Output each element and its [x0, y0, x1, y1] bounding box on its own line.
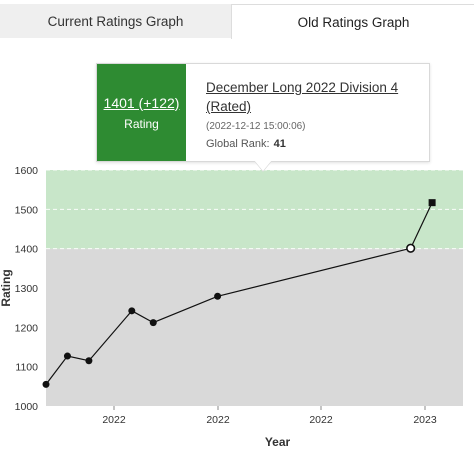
tooltip-rating-value[interactable]: 1401 (+122): [103, 94, 180, 111]
tab-current-ratings-graph[interactable]: Current Ratings Graph: [0, 4, 231, 38]
data-point-current: [428, 199, 436, 207]
rating-band-0: [46, 248, 463, 406]
y-tick-label: 1400: [15, 244, 39, 256]
contest-timestamp: (2022-12-12 15:00:06): [206, 121, 306, 132]
x-tick-label: 2022: [309, 414, 333, 426]
rating-band-1: [46, 170, 463, 249]
global-rank: Global Rank: 41: [206, 138, 406, 150]
y-tick-label: 1300: [15, 283, 39, 295]
data-point: [85, 357, 93, 365]
data-point: [149, 319, 157, 327]
y-tick-label: 1100: [15, 362, 38, 374]
tooltip-body: December Long 2022 Division 4 (Rated) (2…: [206, 78, 406, 150]
x-tick-label: 2022: [102, 414, 126, 426]
global-rank-value: 41: [273, 138, 286, 150]
global-rank-label: Global Rank:: [206, 138, 270, 150]
contest-tooltip: 1401 (+122) Rating December Long 2022 Di…: [96, 63, 430, 162]
tooltip-arrow: [254, 160, 272, 171]
tab-old-ratings-graph[interactable]: Old Ratings Graph: [231, 4, 474, 39]
data-point: [42, 380, 50, 388]
contest-link[interactable]: December Long 2022 Division 4 (Rated): [206, 80, 399, 114]
tab-bar: Current Ratings Graph Old Ratings Graph: [0, 0, 474, 42]
tab-old-ratings-label: Old Ratings Graph: [297, 14, 410, 30]
y-tick-label: 1500: [15, 204, 39, 216]
x-tick-label: 2022: [206, 414, 230, 426]
tooltip-rating-label: Rating: [124, 116, 159, 131]
data-point: [214, 292, 222, 300]
rating-line: [45, 202, 433, 385]
y-axis-title: Rating: [0, 269, 13, 306]
tab-current-ratings-label: Current Ratings Graph: [47, 13, 184, 29]
y-tick-label: 1000: [15, 401, 39, 413]
data-point-highlighted: [406, 243, 416, 253]
rating-badge: 1401 (+122) Rating: [97, 64, 186, 161]
x-axis-title: Year: [265, 435, 291, 449]
y-tick-label: 1600: [15, 165, 39, 177]
data-point: [63, 352, 71, 360]
x-tick-label: 2023: [413, 414, 437, 426]
data-point: [128, 307, 136, 315]
y-tick-label: 1200: [15, 322, 39, 334]
